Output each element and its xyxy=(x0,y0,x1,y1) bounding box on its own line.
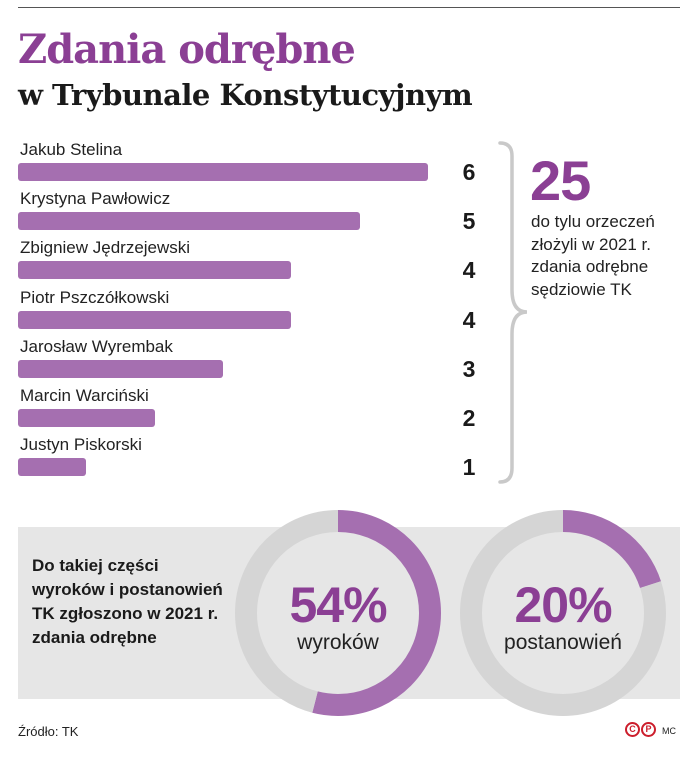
bar xyxy=(18,212,360,231)
bar-label: Zbigniew Jędrzejewski xyxy=(20,238,191,258)
donut-chart-wyroki xyxy=(235,510,441,716)
bar-label: Jakub Stelina xyxy=(20,140,123,159)
bar-value-label: 3 xyxy=(462,355,476,382)
donut-slice-rest xyxy=(235,510,441,716)
top-rule xyxy=(18,7,680,8)
panel-text: Do takiej części wyroków i postanowień T… xyxy=(32,556,223,647)
chart-title: Zdania odrębne xyxy=(18,26,356,73)
bar-value-label: 2 xyxy=(462,405,476,431)
donut-label-postanowienia: postanowień xyxy=(504,631,622,654)
bar xyxy=(18,359,223,378)
bar-label: Justyn Piskorski xyxy=(20,435,142,455)
bar-label: Krystyna Pawłowicz xyxy=(20,189,171,209)
author-initials: MC xyxy=(662,726,676,736)
curly-brace-icon xyxy=(498,141,528,484)
source-note: Źródło: TK xyxy=(18,724,79,739)
donut-percent-postanowienia: 20% xyxy=(514,577,612,633)
chart-subtitle: w Trybunale Konstytucyjnym xyxy=(18,78,473,112)
bar-value-label: 4 xyxy=(462,257,476,284)
copyright-badge: C P xyxy=(625,722,656,737)
summary-number: 25 xyxy=(530,149,591,212)
bar-chart: Jakub Stelina 6 Krystyna Pawłowicz 5 Zbignie… xyxy=(18,140,476,481)
bar xyxy=(18,261,292,280)
bar xyxy=(18,409,155,427)
donut-chart-postanowienia xyxy=(460,510,666,716)
bar-value-label: 1 xyxy=(462,454,476,481)
bar-label: Piotr Pszczółkowski xyxy=(20,287,170,307)
donut-label-wyroki: wyroków xyxy=(297,631,379,654)
donut-percent-wyroki: 54% xyxy=(289,577,387,633)
bar-label: Jarosław Wyrembak xyxy=(20,336,173,356)
copyright-c-icon: C xyxy=(625,722,640,737)
donut-panel xyxy=(18,527,680,699)
bar xyxy=(18,163,428,181)
bar xyxy=(18,310,292,329)
bar-value-label: 4 xyxy=(462,306,476,333)
bar-value-label: 5 xyxy=(462,208,476,235)
bar xyxy=(18,458,87,477)
bar-value-label: 6 xyxy=(462,159,476,185)
bar-label: Marcin Warciński xyxy=(20,386,149,405)
copyright-p-icon: P xyxy=(641,722,656,737)
summary-caption: do tylu orzeczeń złożyli w 2021 r. zdani… xyxy=(531,212,655,299)
donut-slice-rest xyxy=(460,510,666,716)
